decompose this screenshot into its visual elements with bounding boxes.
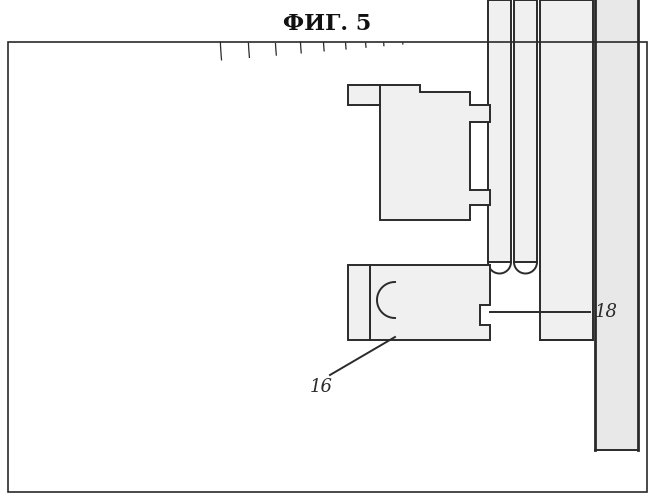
Text: 16: 16 <box>310 378 333 396</box>
Bar <box>514 0 537 262</box>
Bar <box>540 0 593 340</box>
Text: ФИГ. 5: ФИГ. 5 <box>283 13 371 35</box>
Bar <box>595 0 638 450</box>
Polygon shape <box>348 265 370 340</box>
Polygon shape <box>370 265 490 340</box>
Bar <box>488 0 511 262</box>
Polygon shape <box>348 85 380 105</box>
Polygon shape <box>370 85 490 220</box>
Text: 18: 18 <box>595 303 618 321</box>
